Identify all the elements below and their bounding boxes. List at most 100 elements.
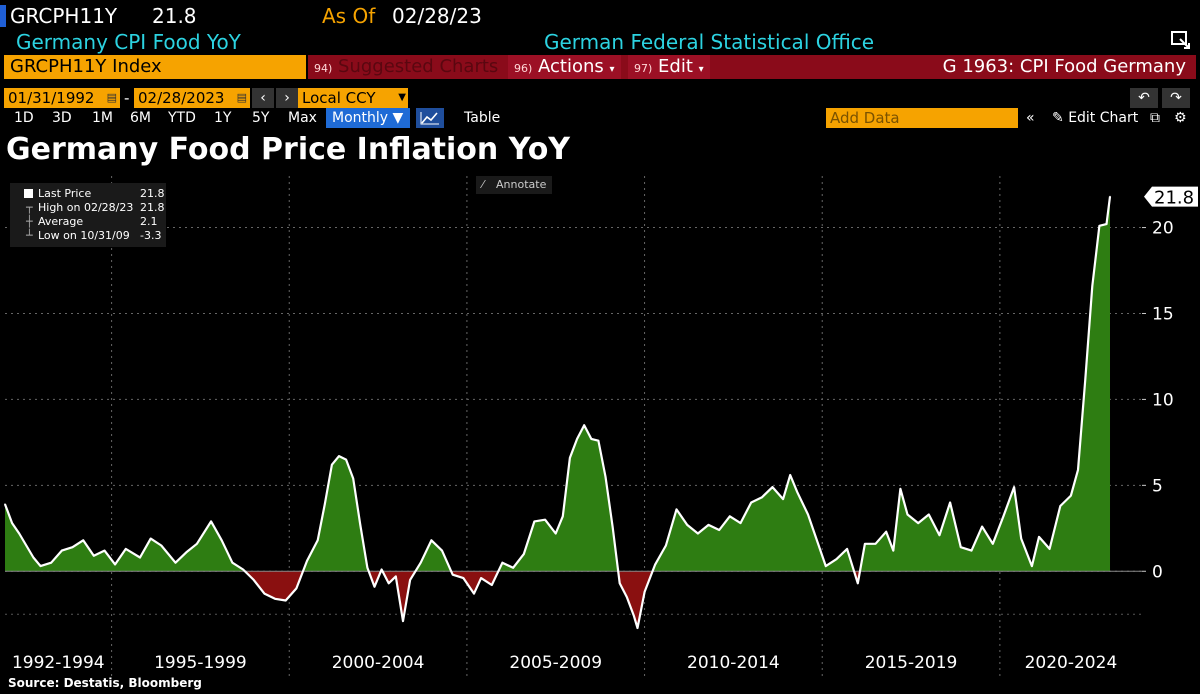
annotate-button[interactable]: ⁄ Annotate — [476, 176, 552, 194]
data-point — [899, 488, 902, 490]
data-point — [139, 556, 141, 559]
period-1m[interactable]: 1M — [92, 110, 113, 126]
calendar-icon[interactable]: ▤ — [106, 91, 117, 104]
data-point — [938, 534, 941, 536]
data-point — [1084, 379, 1086, 382]
data-point — [352, 477, 355, 480]
suggested-charts-button[interactable]: 94) Suggested Charts — [314, 55, 498, 79]
edit-button[interactable]: 97) Edit ▾ — [628, 55, 710, 79]
average-marker-icon: ┼ — [26, 215, 33, 228]
table-button[interactable]: Table — [464, 110, 501, 126]
chart-name: G 1963: CPI Food Germany — [942, 56, 1186, 77]
last-value: 21.8 — [152, 4, 197, 28]
data-point — [210, 520, 212, 523]
menu-bar — [308, 55, 1196, 79]
legend-high: ┬ High on 02/28/23 21.8 — [10, 201, 166, 215]
data-point — [761, 496, 763, 499]
period-6m[interactable]: 6M — [130, 110, 151, 126]
add-data-input[interactable]: Add Data — [826, 108, 1018, 128]
series-line — [3, 196, 1112, 630]
data-point — [864, 543, 866, 545]
security-input[interactable]: GRCPH11Y Index — [4, 55, 306, 79]
collapse-icon[interactable]: « — [1026, 110, 1035, 126]
data-point — [796, 491, 799, 494]
pop-out-icon[interactable] — [1170, 30, 1192, 50]
start-date: 01/31/1992 — [8, 89, 95, 107]
start-date-input[interactable]: 01/31/1992 ▤ — [4, 88, 120, 108]
actions-button[interactable]: 96) Actions ▾ — [508, 55, 621, 79]
frequency-value: Monthly — [332, 110, 389, 126]
legend-average: ┼ Average 2.1 — [10, 215, 166, 229]
data-point — [25, 544, 28, 547]
data-point — [1098, 225, 1101, 227]
data-point — [220, 539, 223, 542]
data-point — [1020, 537, 1022, 540]
period-ytd[interactable]: YTD — [168, 110, 196, 126]
gear-icon[interactable]: ⚙ — [1174, 110, 1187, 126]
currency-select[interactable]: Local CCY ▼ — [298, 88, 408, 108]
edit-label: Edit — [658, 56, 693, 77]
period-max[interactable]: Max — [288, 110, 317, 126]
chart-area[interactable]: 0 5 10 15 20 21.8 1992-1994 1995-1999 2000-2004 2… — [0, 170, 1200, 676]
data-point — [409, 579, 411, 581]
data-point — [597, 439, 600, 442]
data-point — [636, 627, 639, 629]
low-marker-icon: ┴ — [26, 229, 33, 242]
data-point — [366, 567, 369, 569]
y-tick-label: 0 — [1152, 562, 1163, 582]
data-point — [395, 575, 397, 578]
last-value-callout — [1144, 186, 1198, 207]
chart-style-icon[interactable]: ⧉ — [1150, 110, 1160, 126]
period-3d[interactable]: 3D — [52, 110, 72, 126]
next-period-button[interactable]: › — [276, 88, 298, 108]
data-point — [359, 524, 362, 526]
data-point — [544, 518, 546, 521]
data-point — [626, 596, 628, 598]
data-point — [82, 539, 84, 542]
data-point — [782, 498, 784, 500]
data-point — [61, 549, 63, 552]
legend-average-value: 2.1 — [140, 215, 158, 228]
legend-last-label: Last Price — [38, 187, 92, 200]
line-chart-icon[interactable] — [416, 108, 444, 128]
period-1y[interactable]: 1Y — [214, 110, 232, 126]
legend-last-value: 21.8 — [140, 187, 165, 200]
undo-button[interactable]: ↶ — [1130, 88, 1158, 108]
end-date-input[interactable]: 02/28/2023 ▤ — [134, 88, 250, 108]
period-1d[interactable]: 1D — [14, 110, 34, 126]
chevron-down-icon: ▼ — [392, 110, 404, 126]
data-source: German Federal Statistical Office — [544, 30, 875, 54]
actions-label: Actions — [538, 56, 604, 77]
legend-average-label: Average — [38, 215, 84, 228]
data-point — [874, 543, 877, 545]
data-point — [480, 577, 482, 579]
data-point — [949, 501, 951, 504]
data-point — [1105, 223, 1108, 225]
redo-button[interactable]: ↷ — [1162, 88, 1190, 108]
data-point — [817, 544, 820, 547]
data-point — [1031, 565, 1033, 567]
data-point — [93, 555, 95, 557]
data-point — [4, 503, 6, 506]
data-point — [707, 524, 710, 526]
data-point — [1091, 285, 1094, 287]
data-point — [569, 457, 571, 459]
data-point — [324, 503, 326, 506]
data-point — [11, 522, 13, 524]
date-separator: - — [124, 89, 130, 107]
edit-chart-label: Edit Chart — [1068, 110, 1139, 126]
annotate-label: Annotate — [496, 178, 547, 191]
data-point — [960, 546, 962, 548]
legend[interactable]: Last Price 21.8 ┬ High on 02/28/23 21.8 … — [10, 183, 166, 247]
ticker[interactable]: GRCPH11Y — [10, 4, 118, 28]
calendar-icon[interactable]: ▤ — [236, 91, 247, 104]
frequency-select[interactable]: Monthly ▼ — [326, 108, 410, 128]
prev-period-button[interactable]: ‹ — [252, 88, 274, 108]
data-point — [857, 582, 859, 585]
period-5y[interactable]: 5Y — [252, 110, 270, 126]
data-point — [274, 598, 276, 600]
data-point — [523, 553, 525, 555]
edit-chart-button[interactable]: ✎ Edit Chart — [1052, 108, 1138, 128]
data-point — [1048, 548, 1051, 550]
data-point — [604, 475, 607, 478]
